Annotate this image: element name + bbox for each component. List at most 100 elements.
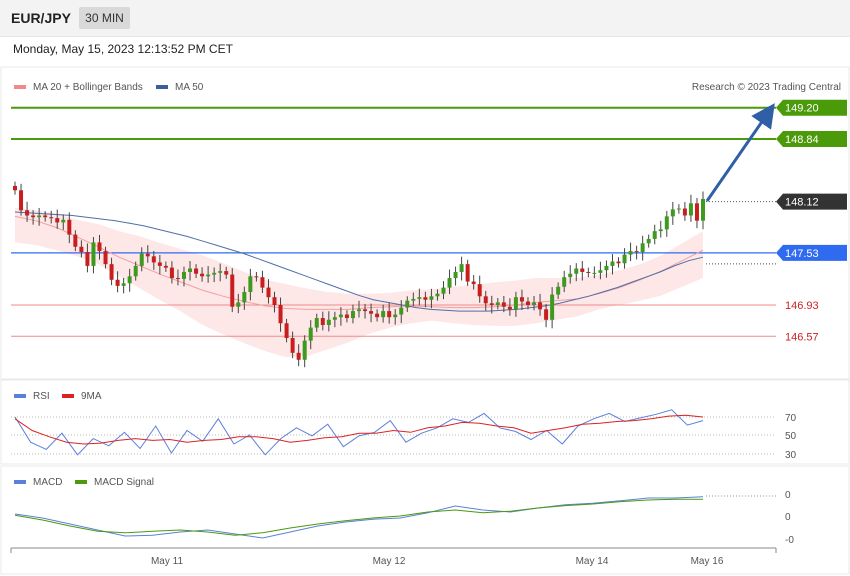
candle [586, 267, 591, 278]
candle [519, 289, 524, 311]
candle [25, 201, 30, 222]
candle [254, 271, 259, 282]
candle [688, 194, 693, 222]
candle [405, 296, 410, 312]
candle [658, 220, 663, 238]
candle [91, 237, 96, 274]
level-148-12-label: 148.12 [785, 197, 819, 209]
candle [411, 292, 416, 307]
candle [670, 201, 675, 225]
macd-tick-2: 0 [785, 512, 791, 523]
candle [381, 304, 386, 323]
candle [278, 297, 283, 332]
legend-macd-signal-swatch [75, 480, 87, 484]
rsi-tick-50: 50 [785, 431, 797, 442]
candle [634, 245, 639, 260]
candle [230, 268, 235, 313]
candle [169, 261, 174, 284]
legend-9ma-swatch [62, 394, 74, 398]
candle [532, 295, 537, 311]
level-146-57-label: 146.57 [785, 331, 819, 343]
legend-ma20-swatch [14, 85, 26, 89]
candle [399, 300, 404, 324]
datetime-label: Monday, May 15, 2023 12:13:52 PM CET [13, 42, 233, 56]
candle [676, 204, 681, 214]
candle [507, 298, 512, 316]
candle [266, 279, 271, 304]
candle [375, 309, 380, 322]
candle [387, 302, 392, 324]
ma50-line [14, 211, 704, 312]
main-panel-border [0, 66, 850, 380]
candle [145, 245, 150, 263]
candle [139, 247, 144, 272]
level-149-20-label: 149.20 [785, 103, 819, 115]
candle [568, 265, 573, 284]
candle [513, 291, 518, 317]
candle [646, 234, 651, 248]
candle [544, 303, 549, 328]
candle [194, 264, 199, 279]
bollinger-band [15, 207, 703, 358]
level-147-53-tag [776, 244, 847, 261]
candle [109, 257, 114, 286]
candle [31, 210, 36, 225]
macd-line [14, 496, 704, 539]
candle [652, 224, 657, 245]
legend-ma50-label: MA 50 [175, 82, 204, 93]
candle [357, 300, 361, 318]
candle [248, 268, 253, 301]
candle [483, 290, 488, 311]
candle [350, 304, 355, 324]
candle [200, 267, 205, 282]
rsi-panel-border [0, 379, 850, 465]
candle [302, 335, 307, 368]
candle [79, 240, 84, 258]
candle [640, 235, 645, 261]
legend-rsi-swatch [14, 394, 26, 398]
macd-signal-line [14, 498, 703, 536]
candle [272, 291, 277, 313]
candle [85, 243, 90, 273]
legend-ma50-swatch [156, 85, 168, 89]
copyright: Research © 2023 Trading Central [692, 82, 841, 93]
candle [151, 250, 156, 270]
candle [284, 318, 289, 343]
rsi-line [14, 409, 704, 456]
candle [121, 277, 126, 294]
candle [212, 267, 217, 283]
candle [694, 197, 699, 229]
rsi-tick-30: 30 [785, 450, 797, 461]
candle [61, 214, 66, 230]
candle [562, 270, 567, 293]
candle [598, 261, 603, 280]
candle [701, 191, 705, 230]
candle [622, 248, 627, 269]
candle [471, 275, 476, 290]
candle [344, 310, 349, 323]
candle [67, 212, 72, 244]
candle [477, 275, 482, 303]
x-tick-may11: May 11 [151, 556, 183, 567]
candle [682, 202, 687, 221]
level-149-20-tag [776, 99, 847, 116]
candle [242, 286, 247, 310]
projection-arrow [705, 103, 775, 202]
candle [453, 266, 458, 286]
candle [369, 303, 374, 323]
candle [423, 291, 428, 308]
level-148-84-tag [776, 131, 847, 147]
level-146-93-label: 146.93 [785, 300, 819, 312]
candle [181, 266, 186, 287]
candle [441, 281, 446, 300]
level-147-53-label: 147.53 [785, 248, 819, 260]
candle [103, 246, 108, 269]
candle [429, 288, 434, 309]
timeframe-button[interactable]: 30 MIN [79, 7, 130, 29]
rsi-9ma-line [14, 414, 704, 445]
legend-macd-swatch [14, 480, 26, 484]
legend-rsi-label: RSI [33, 391, 50, 402]
candle [501, 295, 506, 313]
candle [489, 295, 494, 314]
